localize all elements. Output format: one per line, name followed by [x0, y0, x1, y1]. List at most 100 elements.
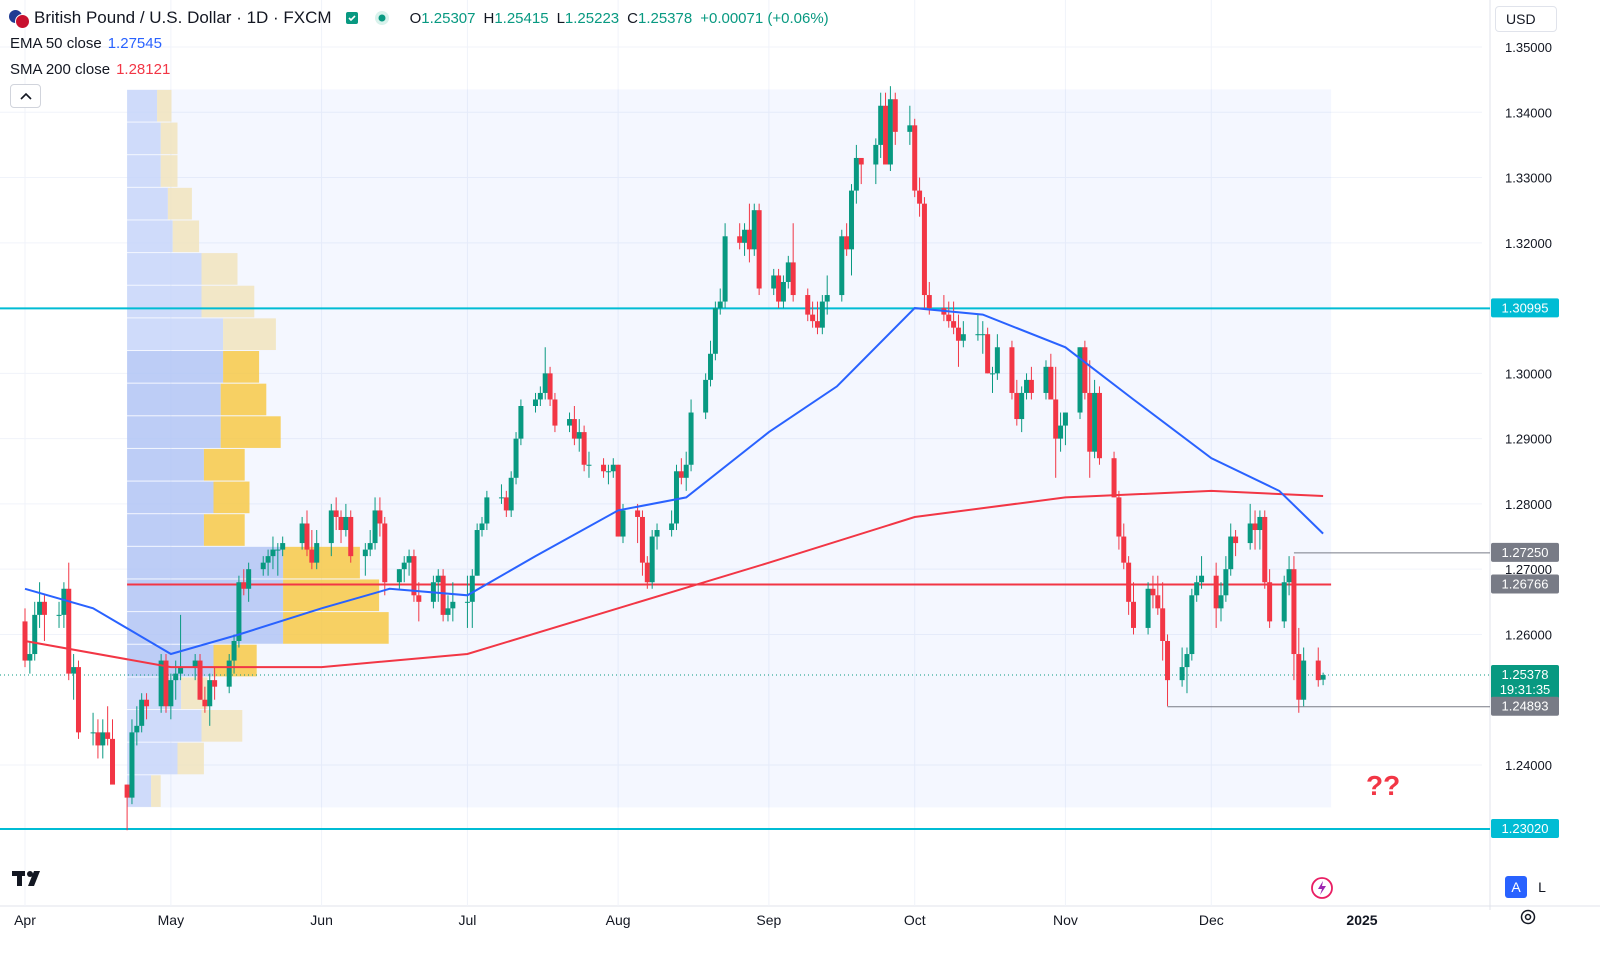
candle-body — [1053, 399, 1059, 439]
candle-body — [367, 543, 373, 550]
volume-profile-up-bar — [127, 253, 202, 285]
candle-body — [32, 614, 38, 655]
candle-body — [907, 125, 913, 132]
candle-body — [1121, 536, 1127, 563]
collapse-legend-button[interactable] — [10, 84, 41, 108]
candle-body — [411, 556, 417, 596]
candle-body — [887, 99, 893, 165]
volume-profile-up-bar — [127, 383, 221, 416]
candle-body — [1028, 379, 1034, 393]
candle-body — [819, 301, 825, 328]
candle-body — [547, 373, 553, 400]
candle-body — [839, 236, 845, 296]
candle-body — [722, 236, 728, 302]
auto-scale-button[interactable]: A — [1505, 876, 1527, 898]
candle-body — [717, 301, 723, 309]
candle-body — [280, 543, 286, 550]
candle-body — [683, 464, 689, 478]
candle-body — [66, 588, 72, 674]
price-tick-label: 1.32000 — [1505, 236, 1552, 251]
volume-profile-up-bar — [127, 155, 161, 187]
low-label: L — [556, 9, 565, 27]
candle-body — [382, 523, 388, 583]
volume-profile-up-bar — [127, 187, 168, 220]
candle-body — [960, 334, 966, 341]
sma-legend[interactable]: SMA 200 close 1.28121 — [10, 61, 170, 78]
candle-body — [1082, 347, 1088, 393]
candle-body — [207, 680, 213, 707]
candle-body — [406, 556, 412, 563]
moving-averages — [24, 307, 1324, 669]
time-tick-label: Jun — [310, 912, 333, 928]
volume-profile — [127, 89, 1332, 808]
volume-profile-up-bar — [127, 546, 284, 579]
volume-profile-down-bar — [157, 89, 172, 122]
candle-body — [1257, 516, 1263, 531]
ema-legend[interactable]: EMA 50 close 1.27545 — [10, 35, 162, 52]
candle-body — [1218, 595, 1224, 609]
volume-profile-down-bar — [172, 220, 200, 253]
flag-marker-icon[interactable] — [344, 10, 360, 26]
candle-body — [780, 281, 786, 302]
candle-body — [299, 523, 305, 544]
ema-value: 1.27545 — [107, 35, 162, 52]
candle-body — [810, 314, 816, 322]
candle-body — [1130, 601, 1136, 628]
candle-body — [158, 660, 164, 707]
candle-body — [450, 601, 456, 609]
candle-body — [649, 536, 655, 583]
bar-countdown-text: 19:31:35 — [1500, 682, 1551, 697]
flash-icon[interactable] — [1310, 876, 1334, 905]
ema-name: EMA 50 close — [10, 35, 102, 52]
price-label-text: 1.25378 — [1502, 667, 1549, 682]
candle-body — [1087, 392, 1093, 452]
candle-body — [921, 203, 927, 296]
candle-body — [1199, 575, 1205, 583]
market-status-icon[interactable] — [374, 10, 390, 26]
candle-body — [878, 105, 884, 145]
settings-gear-icon[interactable] — [1519, 908, 1537, 931]
gbp-usd-flag-icon — [8, 7, 30, 29]
tradingview-logo-icon[interactable] — [12, 868, 46, 895]
volume-profile-down-bar — [160, 122, 178, 155]
candle-body — [100, 732, 106, 746]
candle-body — [1145, 588, 1151, 628]
candle-body — [27, 654, 33, 661]
candle-body — [1194, 582, 1200, 596]
candle-body — [1096, 392, 1102, 459]
open-value: 1.25307 — [421, 9, 476, 27]
time-axis[interactable]: Apr May Jun Jul Aug Sep Oct Nov Dec 2025 — [14, 912, 1378, 928]
candle-body — [1315, 660, 1321, 681]
volume-profile-down-bar — [160, 155, 178, 187]
candle-body — [1126, 562, 1132, 602]
chevron-up-icon — [19, 92, 32, 100]
price-label-text: 1.23020 — [1502, 821, 1549, 836]
candle-body — [37, 601, 43, 615]
candle-body — [1048, 366, 1054, 400]
candle-body — [1024, 379, 1030, 393]
candle-body — [805, 295, 811, 315]
currency-button[interactable]: USD — [1495, 6, 1557, 32]
candle-body — [435, 575, 441, 583]
candle-body — [212, 680, 218, 687]
candle-body — [1092, 392, 1098, 452]
candle-body — [1160, 608, 1166, 641]
price-tick-label: 1.28000 — [1505, 497, 1552, 512]
volume-profile-down-bar — [223, 351, 260, 383]
volume-profile-down-bar — [177, 742, 204, 775]
time-tick-label: Jul — [458, 912, 476, 928]
symbol-title[interactable]: British Pound / U.S. Dollar · 1D · FXCM — [34, 8, 332, 27]
price-axis[interactable]: 1.35000 1.34000 1.33000 1.32000 1.30000 1.290… — [1505, 40, 1552, 773]
candle-body — [396, 569, 402, 583]
close-label: C — [627, 9, 638, 27]
candle-body — [785, 262, 791, 282]
candle-body — [601, 464, 607, 472]
candle-body — [946, 314, 952, 322]
candle-body — [975, 334, 981, 336]
log-scale-button[interactable]: L — [1531, 876, 1553, 898]
candle-body — [1043, 366, 1049, 393]
volume-profile-up-bar — [127, 318, 224, 351]
candle-body — [479, 523, 485, 531]
candle-body — [567, 419, 573, 426]
